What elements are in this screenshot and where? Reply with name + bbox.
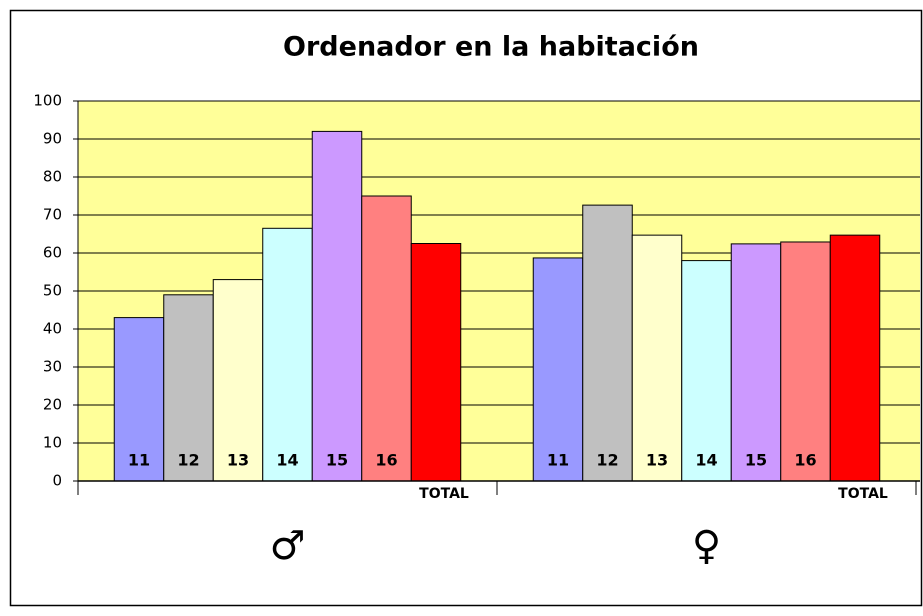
bar-series-label: 14 bbox=[276, 451, 298, 470]
bar bbox=[113, 317, 165, 482]
bar-series-label: 15 bbox=[326, 451, 348, 470]
bar bbox=[361, 195, 412, 482]
bar-series-label: 12 bbox=[177, 451, 199, 470]
bar bbox=[532, 257, 584, 482]
bar-series-label: 13 bbox=[227, 451, 249, 470]
bar-series-label: 16 bbox=[375, 451, 397, 470]
bar-series-label: TOTAL bbox=[838, 486, 888, 502]
y-tick-label: 40 bbox=[43, 320, 62, 338]
bar bbox=[780, 241, 831, 482]
bar-series-label: 11 bbox=[128, 451, 150, 470]
bar bbox=[212, 279, 264, 482]
bar-series-label: 15 bbox=[745, 451, 767, 470]
bar-series-label: TOTAL bbox=[419, 486, 469, 502]
chart-title: Ordenador en la habitación bbox=[283, 32, 699, 63]
bar bbox=[262, 227, 313, 482]
y-tick-label: 70 bbox=[43, 206, 62, 224]
y-tick-label: 100 bbox=[33, 92, 62, 110]
bar bbox=[582, 204, 633, 482]
bar-series-label: 13 bbox=[646, 451, 668, 470]
y-tick-label: 90 bbox=[43, 130, 62, 148]
x-tick-label: ♂ bbox=[270, 523, 306, 569]
bar-series-label: 16 bbox=[794, 451, 816, 470]
bar bbox=[163, 294, 214, 482]
bar bbox=[631, 234, 683, 482]
y-tick-label: 20 bbox=[43, 396, 62, 414]
y-tick-label: 60 bbox=[43, 244, 62, 262]
x-tick-label: ♀ bbox=[692, 523, 721, 569]
bar-series-label: 11 bbox=[547, 451, 569, 470]
bar bbox=[730, 243, 782, 482]
bar-series-label: 12 bbox=[596, 451, 618, 470]
y-tick-label: 50 bbox=[43, 282, 62, 300]
bar bbox=[829, 234, 881, 482]
bar bbox=[410, 243, 462, 482]
bar bbox=[311, 130, 363, 482]
bar bbox=[681, 260, 732, 482]
y-tick-label: 80 bbox=[43, 168, 62, 186]
y-tick-label: 10 bbox=[43, 434, 62, 452]
y-tick-label: 30 bbox=[43, 358, 62, 376]
y-tick-label: 0 bbox=[52, 472, 62, 490]
bar-series-label: 14 bbox=[695, 451, 717, 470]
